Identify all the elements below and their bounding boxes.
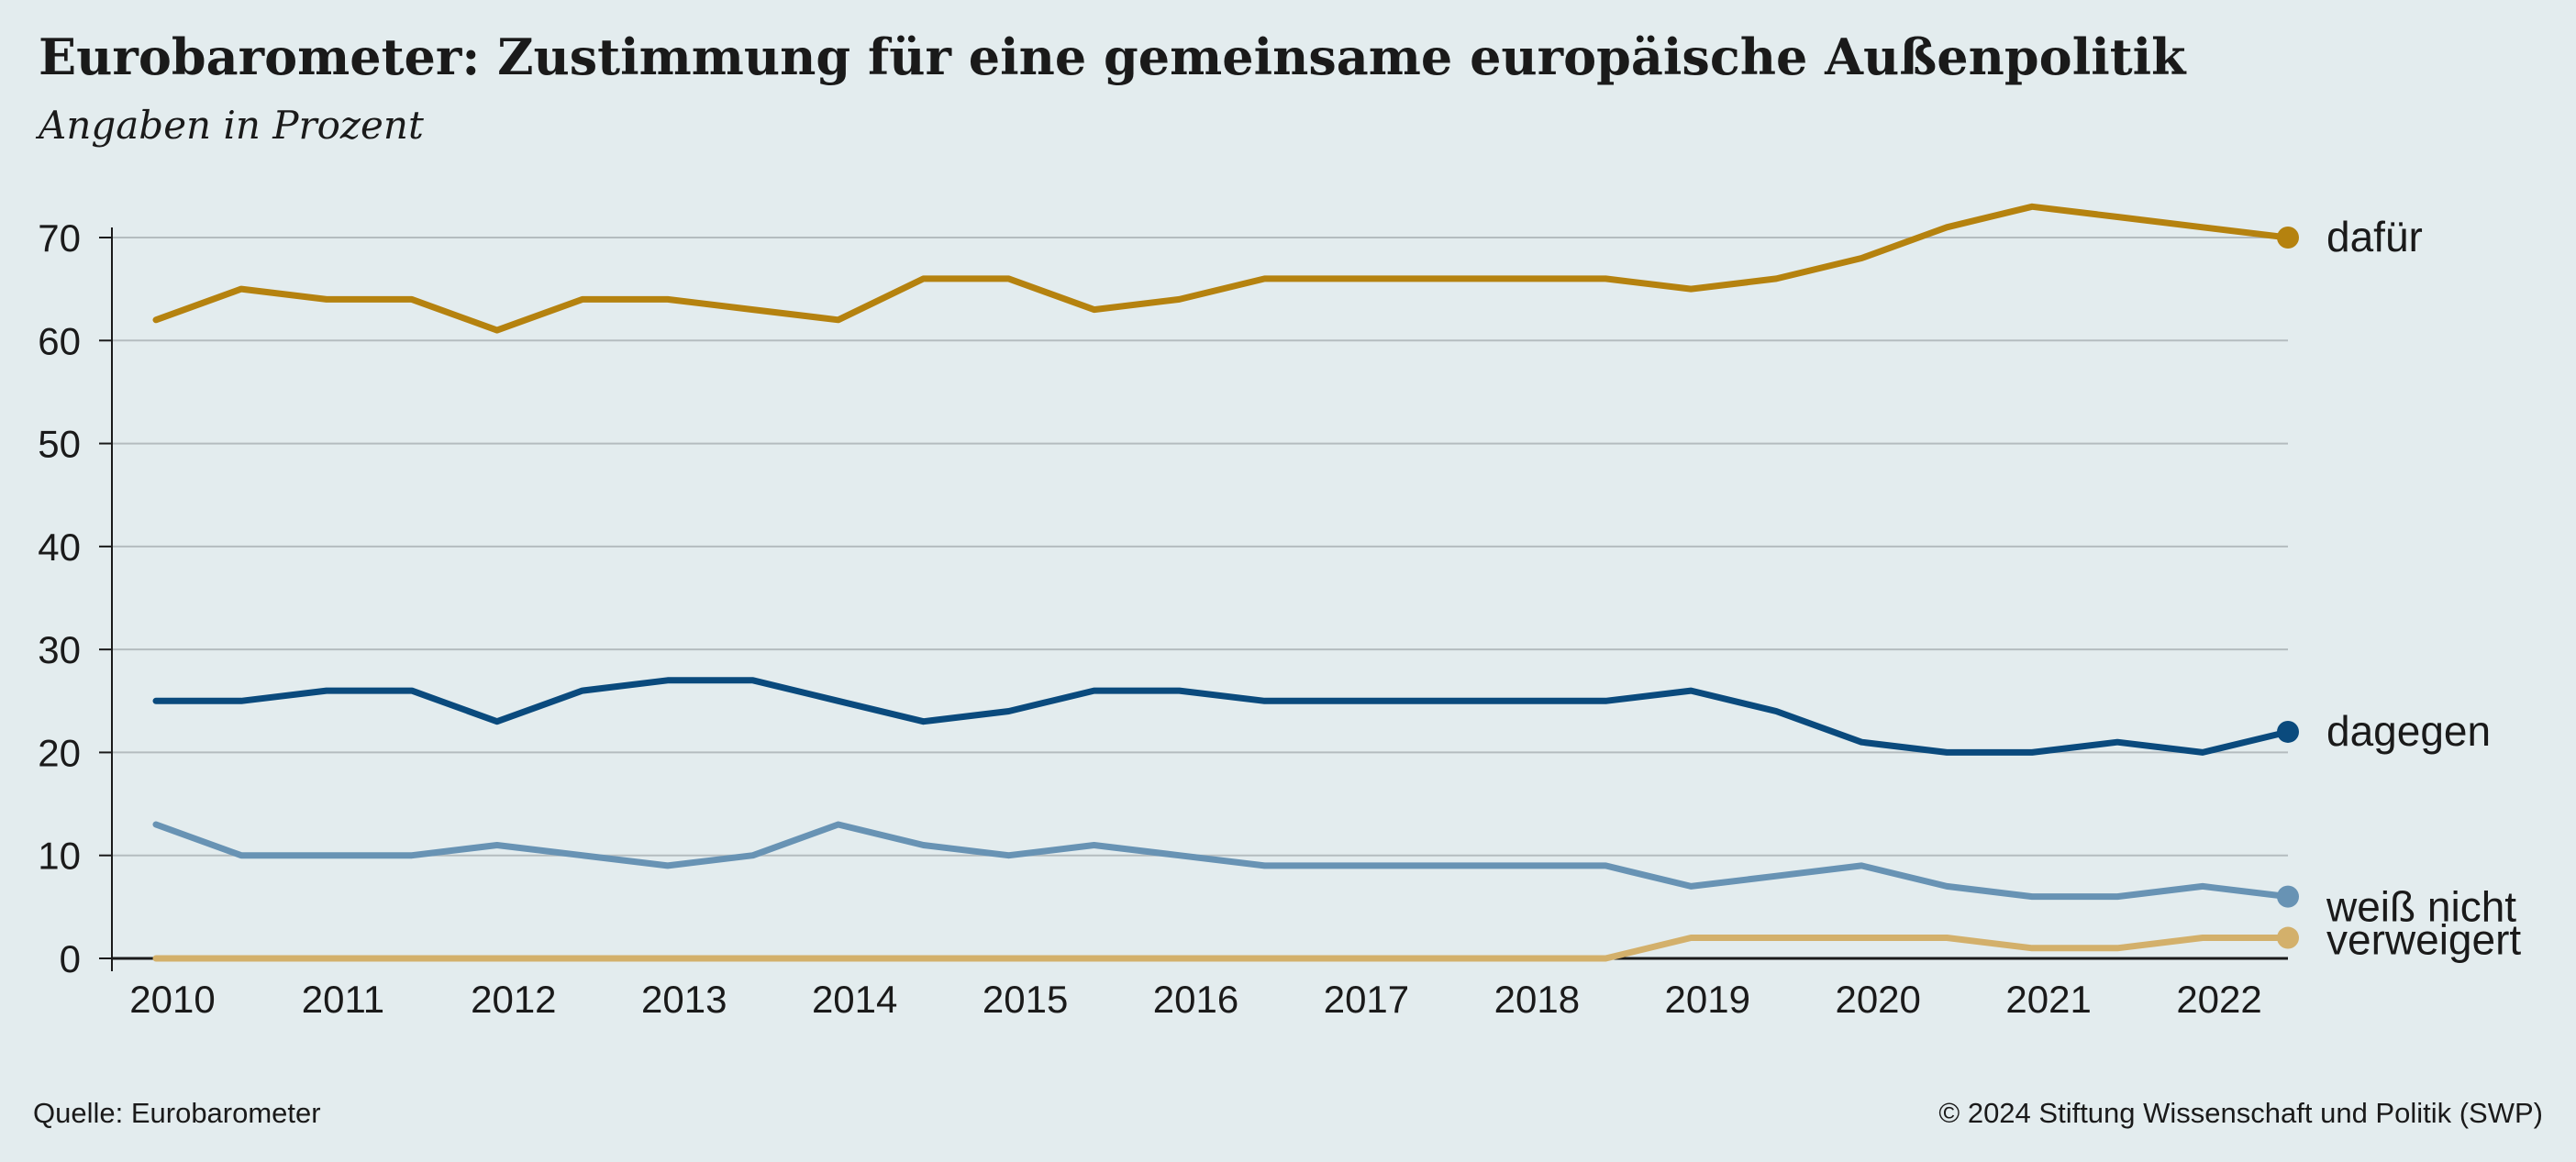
gridlines bbox=[112, 237, 2288, 857]
series-lines bbox=[152, 203, 2299, 962]
y-tick-label: 20 bbox=[38, 731, 81, 774]
series-line bbox=[152, 203, 2292, 334]
copyright-note: © 2024 Stiftung Wissenschaft und Politik… bbox=[1938, 1097, 2543, 1129]
y-tick-label: 60 bbox=[38, 319, 81, 362]
line-chart: 0 10 20 30 40 50 60 70 2010 2011 2012 2013 2014 2015… bbox=[38, 203, 2521, 1021]
source-note: Quelle: Eurobarometer bbox=[33, 1097, 321, 1129]
x-tick-label: 2011 bbox=[302, 978, 384, 1021]
x-tick-label: 2014 bbox=[812, 978, 897, 1021]
series-end-marker bbox=[2277, 227, 2299, 249]
chart-title: Eurobarometer: Zustimmung für eine gemei… bbox=[39, 28, 2186, 86]
y-tick-label: 10 bbox=[38, 835, 81, 878]
chart-subtitle: Angaben in Prozent bbox=[39, 103, 424, 148]
series-line bbox=[152, 935, 2292, 962]
x-tick-label: 2020 bbox=[1835, 978, 1920, 1021]
x-tick-label: 2018 bbox=[1494, 978, 1580, 1021]
x-tick-label: 2012 bbox=[471, 978, 556, 1021]
x-tick-label: 2016 bbox=[1153, 978, 1238, 1021]
series-label: dagegen bbox=[2326, 707, 2491, 755]
series-end-marker bbox=[2277, 720, 2299, 743]
x-tick-label: 2017 bbox=[1324, 978, 1409, 1021]
series-line bbox=[152, 677, 2292, 756]
x-tick-label: 2021 bbox=[2005, 978, 2091, 1021]
series-label: verweigert bbox=[2326, 916, 2521, 964]
series-end-marker bbox=[2277, 926, 2299, 949]
x-tick-label: 2013 bbox=[641, 978, 727, 1021]
x-tick-label: 2010 bbox=[129, 978, 215, 1021]
y-axis-ticks: 0 10 20 30 40 50 60 70 bbox=[38, 216, 112, 980]
series-end-marker bbox=[2277, 885, 2299, 908]
y-tick-label: 50 bbox=[38, 423, 81, 466]
x-tick-label: 2022 bbox=[2176, 978, 2261, 1021]
y-tick-label: 0 bbox=[60, 937, 81, 980]
x-tick-label: 2019 bbox=[1665, 978, 1750, 1021]
y-tick-label: 40 bbox=[38, 526, 81, 569]
y-tick-label: 70 bbox=[38, 216, 81, 260]
x-tick-label: 2015 bbox=[983, 978, 1068, 1021]
series-label: dafür bbox=[2326, 213, 2423, 260]
series-line bbox=[152, 821, 2292, 901]
series-label: weiß nicht bbox=[2326, 883, 2516, 931]
x-axis-ticks: 2010 2011 2012 2013 2014 2015 2016 2017 2018 2019… bbox=[129, 978, 2261, 1021]
y-tick-label: 30 bbox=[38, 628, 81, 671]
